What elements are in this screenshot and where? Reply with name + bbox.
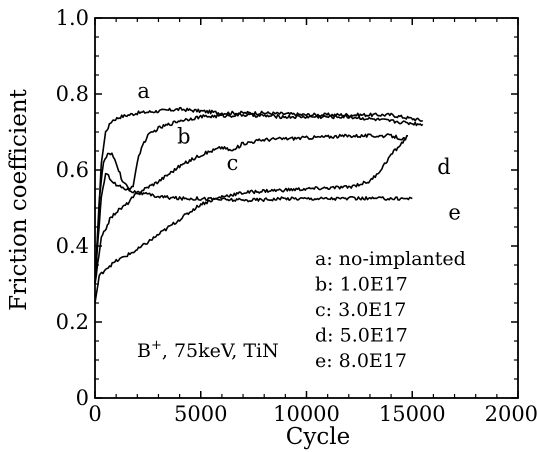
series-line-c xyxy=(94,133,407,285)
series-tag-b: b xyxy=(177,124,190,148)
series-tag-a: a xyxy=(137,79,150,103)
series-tag-e: e xyxy=(448,200,460,224)
x-axis-title: Cycle xyxy=(286,424,350,450)
axis-ticks xyxy=(94,17,519,399)
condition-annotation: B+, 75keV, TiN xyxy=(137,338,279,362)
series-line-a xyxy=(94,106,424,285)
y-axis-title: Friction coefficient xyxy=(6,88,32,310)
series-tags: a b c de xyxy=(137,79,460,225)
legend-entry: d: 5.0E17 xyxy=(315,325,408,347)
series-line-e xyxy=(94,172,413,285)
series-tag-c: c xyxy=(227,151,239,175)
x-tick-label: 0 xyxy=(88,402,101,426)
series-line-b xyxy=(94,112,424,285)
y-tick-label: 0.2 xyxy=(56,310,89,334)
series-tag-d: d xyxy=(437,155,450,179)
condition-text: , 75keV, TiN xyxy=(162,340,279,362)
ion-symbol: B xyxy=(137,340,151,362)
legend-entry: c: 3.0E17 xyxy=(315,299,406,321)
ion-charge: + xyxy=(151,338,162,353)
data-curves xyxy=(94,106,424,304)
legend-entry: e: 8.0E17 xyxy=(315,350,407,372)
y-tick-label: 0.6 xyxy=(56,158,89,182)
series-line-d xyxy=(94,135,408,304)
y-tick-label: 0.4 xyxy=(56,234,89,258)
legend-entry: a: no-implanted xyxy=(315,248,466,270)
legend: a: no-implanted b: 1.0E17 c: 3.0E17 d: 5.0E… xyxy=(315,248,466,372)
legend-entry: b: 1.0E17 xyxy=(315,274,408,296)
y-tick-label: 0 xyxy=(76,386,89,410)
x-tick-label: 10000 xyxy=(273,402,340,426)
x-tick-label: 5000 xyxy=(174,402,227,426)
y-tick-label: 0.8 xyxy=(56,82,89,106)
y-tick-label: 1.0 xyxy=(56,6,89,30)
x-tick-label: 15000 xyxy=(379,402,446,426)
